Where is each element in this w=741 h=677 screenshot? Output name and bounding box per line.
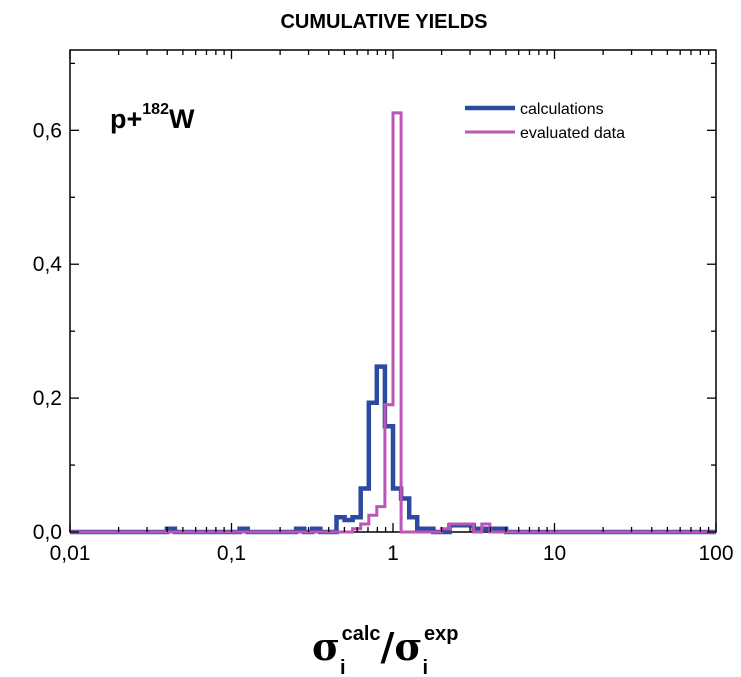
x-label-sub-1: i bbox=[340, 657, 346, 677]
target-annotation: p+182W bbox=[110, 101, 195, 134]
legend-label-0: calculations bbox=[520, 101, 604, 118]
x-label-sub-2: i bbox=[422, 657, 428, 677]
y-tick-label: 0,4 bbox=[33, 253, 63, 276]
series-layer bbox=[70, 111, 716, 535]
legend: calculations evaluated data bbox=[465, 101, 625, 142]
x-label-slash: / bbox=[381, 624, 395, 669]
y-tick-label: 0,0 bbox=[33, 521, 62, 544]
x-label-sup-exp: exp bbox=[424, 623, 458, 645]
y-tick-label: 0,6 bbox=[33, 119, 62, 142]
x-tick-label: 0,1 bbox=[217, 542, 246, 565]
y-tick-label: 0,2 bbox=[33, 387, 62, 410]
legend-label-1: evaluated data bbox=[520, 125, 625, 142]
annotation-text: p+182W bbox=[110, 101, 195, 134]
x-tick-label: 100 bbox=[698, 542, 733, 565]
x-tick-label: 10 bbox=[543, 542, 566, 565]
x-label-sup-calc: calc bbox=[342, 623, 381, 645]
x-axis-label: σicalc/σiexp bbox=[312, 623, 458, 677]
x-tick-label: 0,01 bbox=[50, 542, 91, 565]
ticks-layer: 0,01 0,1 1 10 100 0,0 0,2 0,4 0,6 bbox=[33, 50, 734, 565]
x-label-sigma-1: σ bbox=[312, 624, 340, 669]
series-line-1 bbox=[70, 111, 716, 534]
x-label-sigma-2: σ bbox=[394, 624, 422, 669]
annotation-mass-number: 182 bbox=[142, 101, 169, 118]
annotation-prefix: p+ bbox=[110, 104, 142, 134]
annotation-element: W bbox=[169, 104, 195, 134]
chart-title: CUMULATIVE YIELDS bbox=[280, 11, 487, 33]
x-tick-label: 1 bbox=[387, 542, 399, 565]
x-axis-label-text: σicalc/σiexp bbox=[312, 623, 458, 677]
